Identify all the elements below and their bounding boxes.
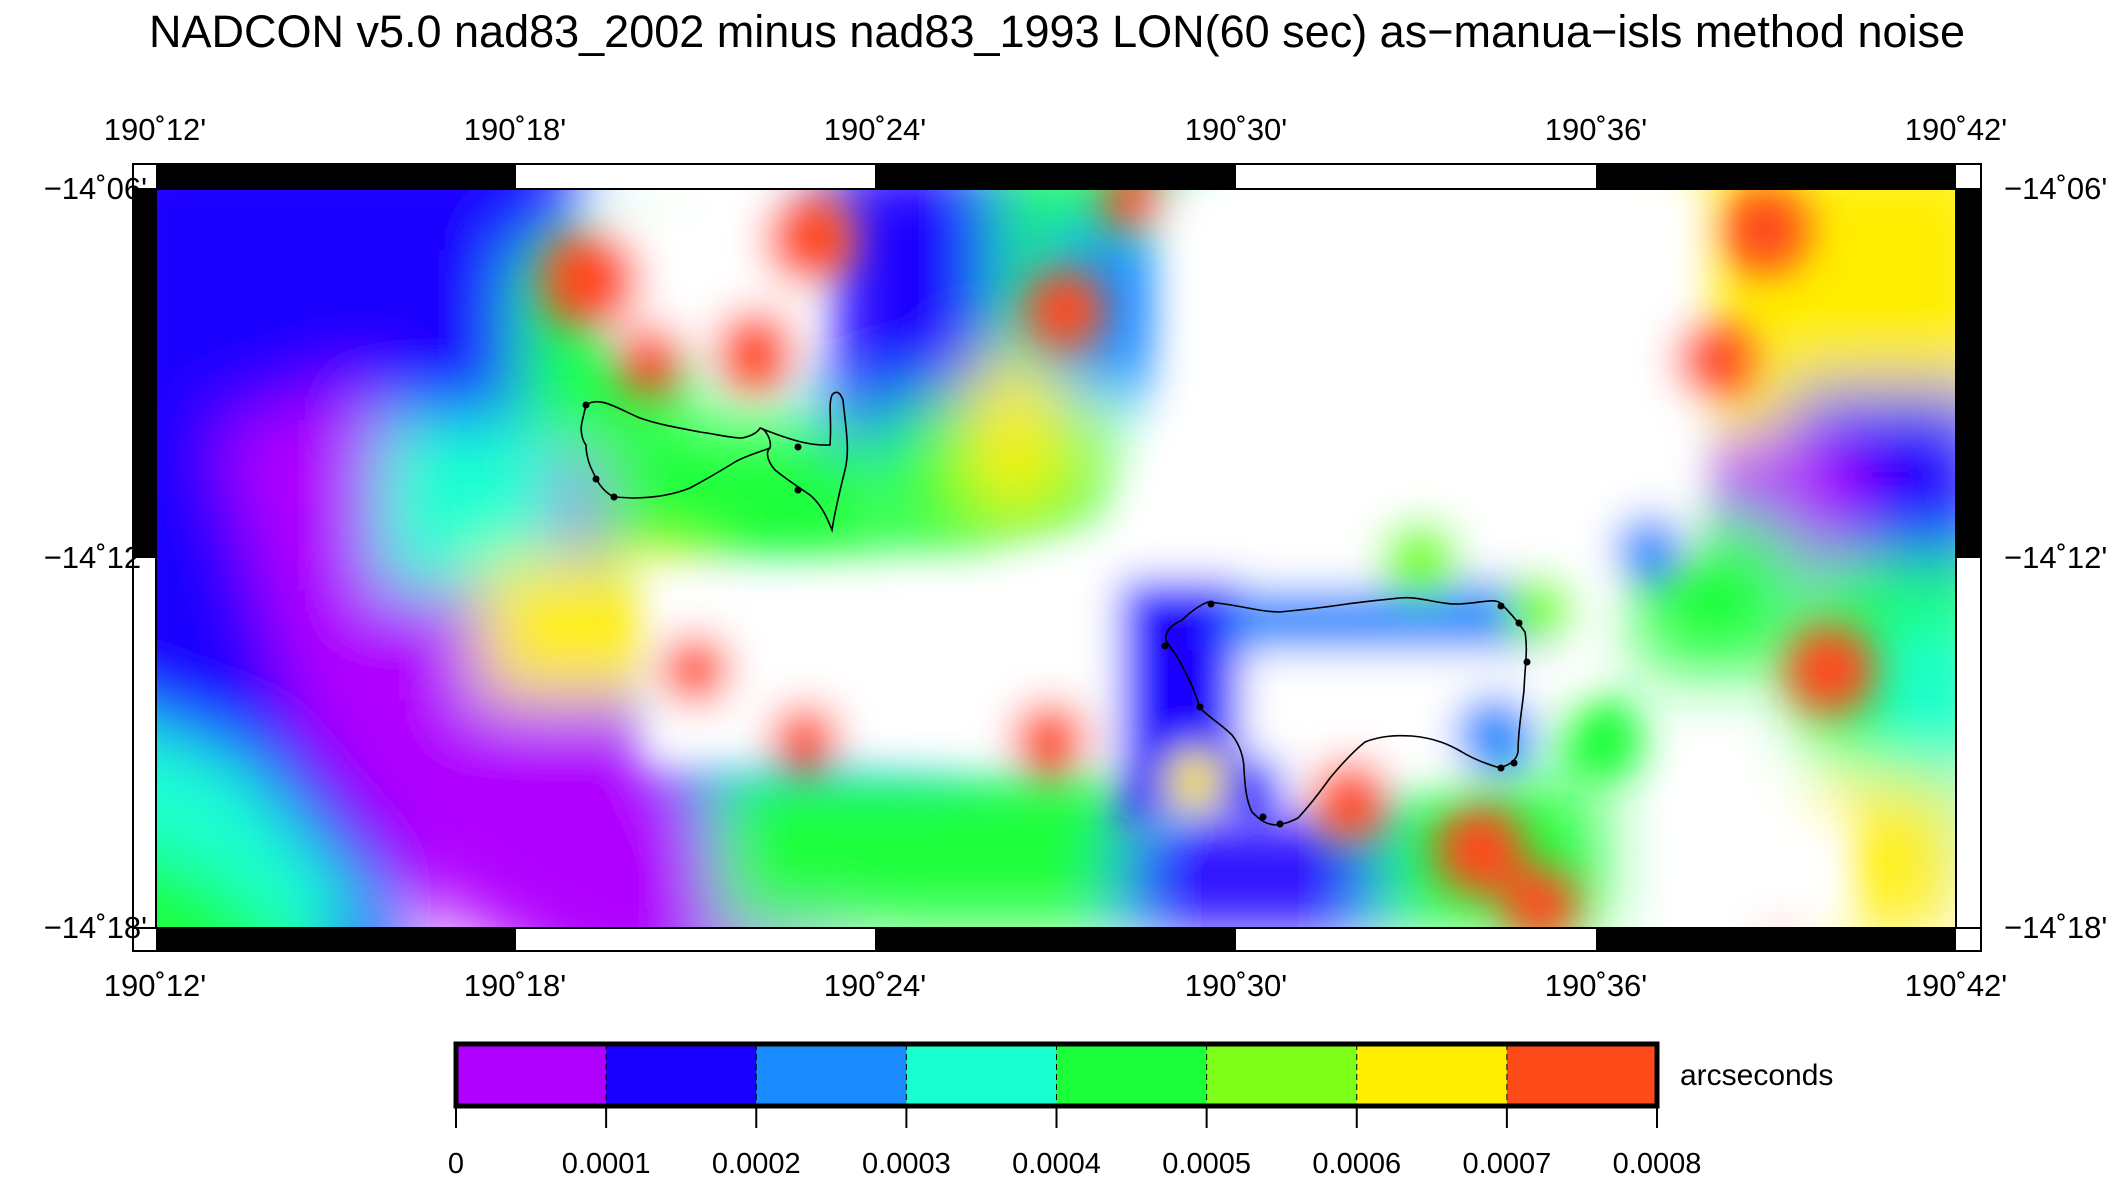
lat-label-left-1: −14˚06' <box>43 171 147 206</box>
lon-label-bottom-6: 190˚42' <box>1904 968 2008 1003</box>
colorbar-tick-label-6: 0.0005 <box>1162 1148 1251 1180</box>
lon-label-bottom-3: 190˚24' <box>823 968 927 1003</box>
station-markers <box>582 401 1531 828</box>
lat-label-right-2: −14˚12' <box>2004 540 2108 575</box>
colorbar-swatch-8 <box>1506 1044 1658 1106</box>
colorbar-tick-label-2: 0.0001 <box>561 1148 651 1180</box>
colorbar-swatch-5 <box>1056 1044 1208 1106</box>
lon-label-top-4: 190˚30' <box>1184 112 1288 147</box>
colorbar-tick-label-9: 0.0008 <box>1612 1148 1702 1180</box>
map-title: NADCON v5.0 nad83_2002 minus nad83_1993 … <box>148 6 1966 57</box>
lon-label-bottom-1: 190˚12' <box>103 968 207 1003</box>
lat-label-left-2: −14˚12' <box>43 540 147 575</box>
colorbar-tick-label-1: 0 <box>447 1148 465 1180</box>
lon-label-top-1: 190˚12' <box>103 112 207 147</box>
colorbar-unit-label: arcseconds <box>1680 1059 1834 1092</box>
lon-label-top-2: 190˚18' <box>463 112 567 147</box>
colorbar-swatch-3 <box>756 1044 907 1106</box>
colorbar-swatch-7 <box>1356 1044 1508 1106</box>
lat-label-right-3: −14˚18' <box>2004 910 2108 945</box>
colorbar-swatch-6 <box>1206 1044 1358 1106</box>
colorbar-tick-label-7: 0.0006 <box>1312 1148 1402 1180</box>
lon-label-top-6: 190˚42' <box>1904 112 2008 147</box>
noise-field-detail <box>540 189 1875 928</box>
lon-label-bottom-5: 190˚36' <box>1544 968 1648 1003</box>
noise-field <box>156 189 1956 928</box>
noise-field-base <box>156 189 1956 928</box>
map-frame <box>132 163 1982 952</box>
lat-label-left-3: −14˚18' <box>43 910 147 945</box>
lon-label-bottom-2: 190˚18' <box>463 968 567 1003</box>
colorbar-swatch-2 <box>606 1044 757 1106</box>
colorbar-tick-label-3: 0.0002 <box>711 1148 801 1180</box>
lat-label-right-1: −14˚06' <box>2004 171 2108 206</box>
colorbar-tick-label-4: 0.0003 <box>862 1148 951 1180</box>
colorbar-swatch-4 <box>906 1044 1057 1106</box>
colorbar-tick-label-8: 0.0007 <box>1462 1148 1552 1180</box>
lon-label-top-5: 190˚36' <box>1544 112 1648 147</box>
lon-label-bottom-4: 190˚30' <box>1184 968 1288 1003</box>
colorbar-tick-label-5: 0.0004 <box>1012 1148 1101 1180</box>
lon-label-top-3: 190˚24' <box>823 112 927 147</box>
colorbar-swatch-1 <box>456 1044 607 1106</box>
western-island-coastline <box>580 391 849 534</box>
colorbar <box>453 1041 1660 1128</box>
